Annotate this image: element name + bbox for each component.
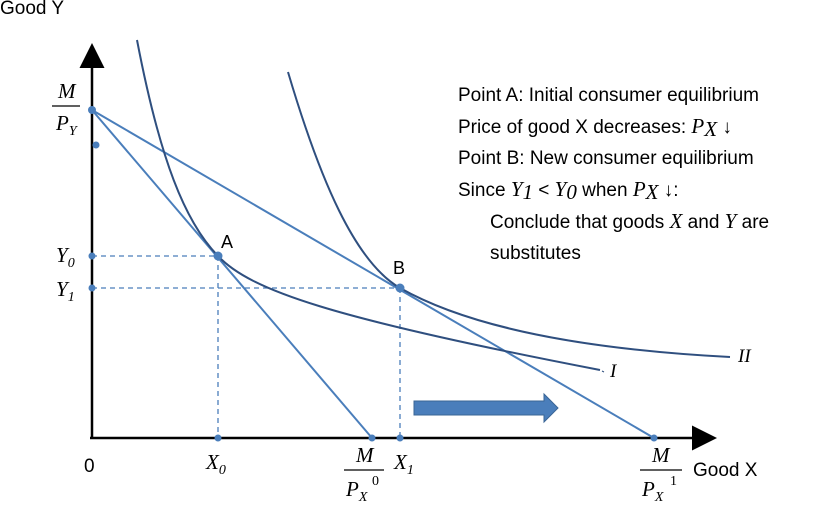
point-b — [395, 283, 405, 293]
indifference-curve-i-label: I — [609, 361, 618, 382]
indifference-curve-i — [136, 39, 601, 371]
point-y0 — [88, 252, 96, 260]
origin-label: 0 — [84, 456, 95, 477]
indifference-curve-ii — [287, 71, 731, 358]
y-tick-y1: Y1 — [56, 277, 75, 305]
budget-line-new — [91, 109, 655, 439]
svg-text:0: 0 — [372, 474, 379, 489]
svg-text:PX: PX — [345, 477, 368, 505]
point-stray — [92, 141, 100, 149]
annotation-line-4: Since Y1 < Y0 when PX ↓: — [458, 177, 679, 204]
annotation-line-6: substitutes — [490, 243, 581, 264]
annotation-text-block: Point A: Initial consumer equilibrium Pr… — [458, 80, 828, 269]
x-axis-label: Good X — [693, 460, 758, 481]
point-a-label: A — [221, 232, 233, 252]
annotation-line-3: Point B: New consumer equilibrium — [458, 148, 754, 169]
point-y1 — [88, 284, 96, 292]
x-tick-x0: X0 — [205, 450, 226, 478]
point-m-over-px1 — [650, 434, 658, 442]
point-x1 — [396, 434, 404, 442]
svg-text:M: M — [355, 443, 375, 467]
svg-text:M: M — [57, 79, 77, 103]
svg-text:PY: PY — [55, 111, 79, 139]
point-a — [213, 251, 223, 261]
point-b-label: B — [393, 258, 405, 278]
x-tick-m-over-px1: M PX 1 — [640, 443, 682, 505]
indifference-curve-ii-label: II — [737, 346, 752, 367]
budget-line-initial — [91, 109, 373, 439]
svg-text:M: M — [651, 443, 671, 467]
svg-text:1: 1 — [670, 474, 677, 489]
annotation-line-2: Price of good X decreases: PX ↓ — [458, 114, 732, 141]
point-x0 — [214, 434, 222, 442]
point-m-over-py — [88, 106, 96, 114]
svg-text:PX: PX — [641, 477, 664, 505]
y-axis-label: Good Y — [0, 0, 64, 19]
x-tick-m-over-px0: M PX 0 — [344, 443, 384, 505]
annotation-line-1: Point A: Initial consumer equilibrium — [458, 85, 759, 106]
shift-arrow — [413, 392, 559, 424]
annotation-line-5: Conclude that goods X and Y are — [490, 209, 770, 233]
y-tick-y0: Y0 — [56, 243, 75, 271]
x-tick-x1: X1 — [393, 450, 414, 478]
point-m-over-px0 — [368, 434, 376, 442]
y-tick-m-over-py: M PY — [52, 79, 80, 139]
